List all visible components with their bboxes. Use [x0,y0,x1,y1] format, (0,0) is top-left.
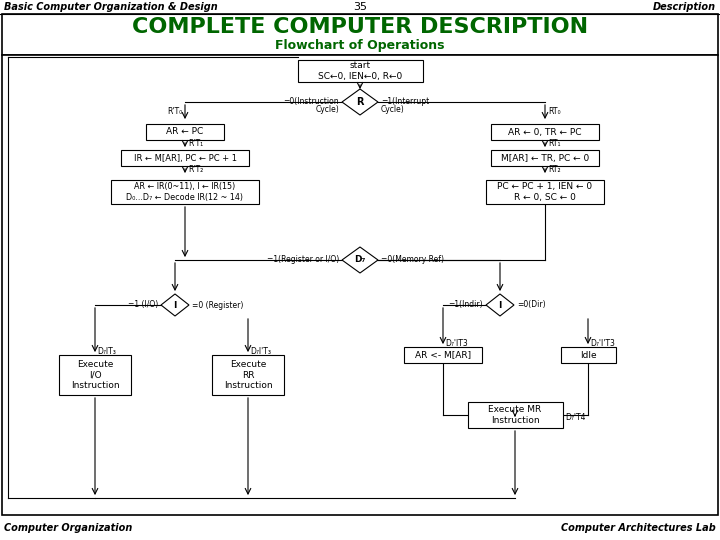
Text: start
SC←0, IEN←0, R←0: start SC←0, IEN←0, R←0 [318,62,402,80]
Text: Flowchart of Operations: Flowchart of Operations [275,39,445,52]
FancyBboxPatch shape [2,14,718,55]
FancyBboxPatch shape [491,124,599,140]
Text: D₇I'T₃: D₇I'T₃ [250,347,271,355]
Text: Execute MR
Instruction: Execute MR Instruction [488,406,541,424]
Text: AR ← IR(0~11), I ← IR(15)
D₀...D₇ ← Decode IR(12 ~ 14): AR ← IR(0~11), I ← IR(15) D₀...D₇ ← Deco… [127,183,243,202]
Text: Cycle): Cycle) [381,105,405,114]
Text: AR ← 0, TR ← PC: AR ← 0, TR ← PC [508,127,582,137]
FancyBboxPatch shape [560,347,616,363]
Text: Basic Computer Organization & Design: Basic Computer Organization & Design [4,2,217,12]
Text: RT₂: RT₂ [548,165,561,174]
FancyBboxPatch shape [2,55,718,515]
Text: D₇'I'T3: D₇'I'T3 [590,339,615,348]
Text: Computer Architectures Lab: Computer Architectures Lab [562,523,716,533]
Text: =0 (Register): =0 (Register) [192,300,243,309]
Text: RT₀: RT₀ [548,107,561,117]
Text: D₇'T4: D₇'T4 [565,413,585,422]
Text: 35: 35 [353,2,367,12]
Text: Execute
RR
Instruction: Execute RR Instruction [224,360,272,390]
FancyBboxPatch shape [212,355,284,395]
Text: I: I [498,300,502,309]
FancyBboxPatch shape [404,347,482,363]
Text: D₇IT₃: D₇IT₃ [97,347,116,355]
Text: Computer Organization: Computer Organization [4,523,132,533]
Text: =1(Indir): =1(Indir) [449,300,483,309]
Text: R'T₁: R'T₁ [188,139,203,148]
Text: =0(Memory Ref): =0(Memory Ref) [381,255,444,265]
Text: Idle: Idle [580,350,596,360]
Text: M[AR] ← TR, PC ← 0: M[AR] ← TR, PC ← 0 [501,153,589,163]
Text: RT₁: RT₁ [548,139,560,148]
FancyBboxPatch shape [491,150,599,166]
FancyBboxPatch shape [111,180,259,204]
Text: =1(Interrupt: =1(Interrupt [381,97,429,106]
Text: =1(Register or I/O): =1(Register or I/O) [266,255,339,265]
Text: R'T₀: R'T₀ [167,107,182,117]
Text: I: I [174,300,176,309]
Text: IR ← M[AR], PC ← PC + 1: IR ← M[AR], PC ← PC + 1 [133,153,236,163]
Text: =0(Dir): =0(Dir) [517,300,546,309]
Text: D₇'IT3: D₇'IT3 [445,339,468,348]
Polygon shape [342,89,378,115]
Text: =0(Instruction: =0(Instruction [284,97,339,106]
Text: COMPLETE COMPUTER DESCRIPTION: COMPLETE COMPUTER DESCRIPTION [132,17,588,37]
Text: R: R [356,97,364,107]
Text: R'T₂: R'T₂ [188,165,203,174]
FancyBboxPatch shape [467,402,562,428]
Polygon shape [486,294,514,316]
Text: PC ← PC + 1, IEN ← 0
R ← 0, SC ← 0: PC ← PC + 1, IEN ← 0 R ← 0, SC ← 0 [498,183,593,202]
Text: AR ← PC: AR ← PC [166,127,204,137]
Text: Description: Description [653,2,716,12]
Text: AR <- M[AR]: AR <- M[AR] [415,350,471,360]
Text: D₇: D₇ [354,255,366,265]
FancyBboxPatch shape [121,150,249,166]
FancyBboxPatch shape [146,124,224,140]
Polygon shape [342,247,378,273]
FancyBboxPatch shape [297,60,423,82]
Text: =1 (I/O): =1 (I/O) [127,300,158,309]
FancyBboxPatch shape [486,180,604,204]
FancyBboxPatch shape [59,355,131,395]
Text: Cycle): Cycle) [315,105,339,114]
Text: Execute
I/O
Instruction: Execute I/O Instruction [71,360,120,390]
Polygon shape [161,294,189,316]
